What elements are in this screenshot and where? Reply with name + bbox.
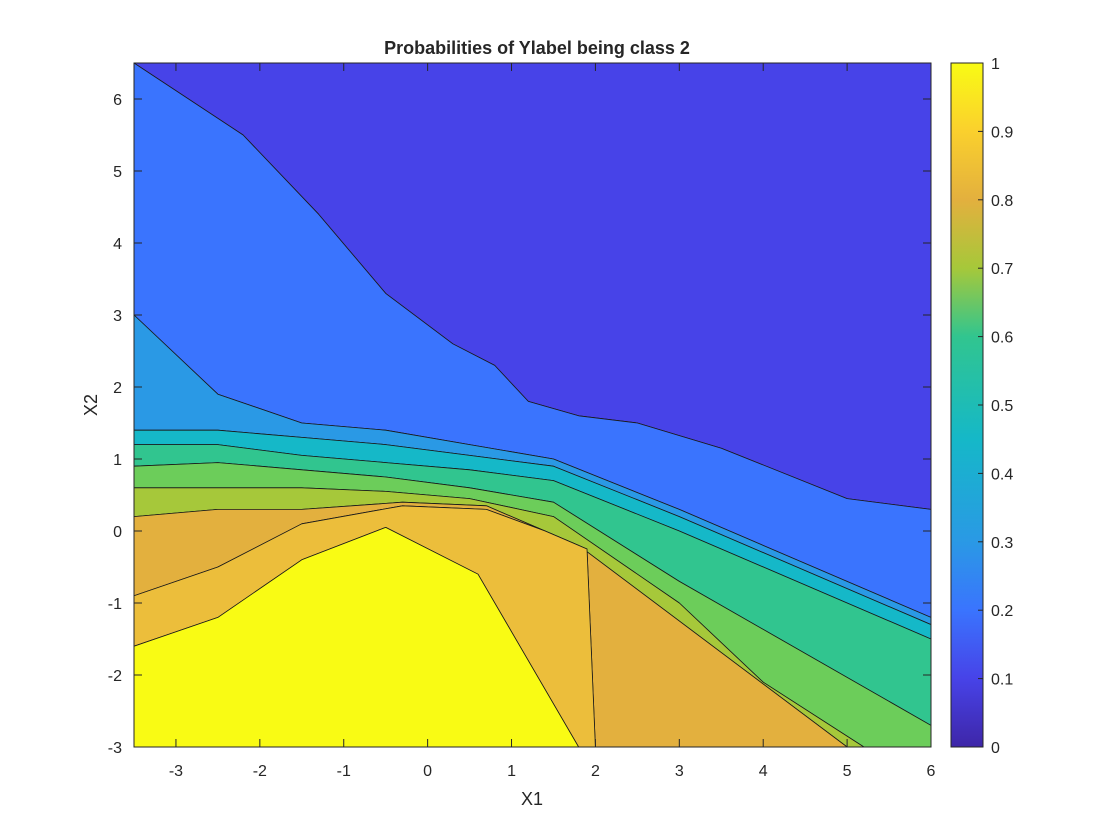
x-tick-label: 4 <box>759 763 768 780</box>
x-tick-label: -2 <box>253 763 267 780</box>
colorbar-tick-label: 0.6 <box>991 330 1013 347</box>
y-tick-label: 0 <box>113 524 122 541</box>
colorbar-tick-label: 1 <box>991 56 1000 73</box>
y-tick-label: -1 <box>108 596 122 613</box>
y-tick-label: 1 <box>113 452 122 469</box>
y-axis-label: X2 <box>81 394 101 416</box>
y-tick-label: -3 <box>108 740 122 757</box>
colorbar-tick-label: 0.9 <box>991 124 1013 141</box>
x-tick-label: 1 <box>507 763 516 780</box>
colorbar-tick-label: 0.1 <box>991 672 1013 689</box>
y-tick-label: 6 <box>113 92 122 109</box>
x-axis: -3 -2 -1 0 1 2 3 4 5 6 <box>169 63 936 780</box>
contour-region-9 <box>134 527 579 747</box>
x-tick-label: 6 <box>927 763 936 780</box>
y-axis: -3 -2 -1 0 1 2 3 4 5 6 <box>108 92 931 757</box>
colorbar-tick-label: 0.7 <box>991 261 1013 278</box>
colorbar-tick-label: 0.3 <box>991 535 1013 552</box>
x-tick-label: -1 <box>337 763 351 780</box>
colorbar-axis: 0 0.1 0.2 0.3 0.4 0.5 0.6 0.7 0.8 0.9 1 <box>978 56 1013 757</box>
colorbar-tick-label: 0.5 <box>991 398 1013 415</box>
colorbar-tick-label: 0.8 <box>991 193 1013 210</box>
x-tick-label: 5 <box>843 763 852 780</box>
y-tick-label: -2 <box>108 668 122 685</box>
x-axis-label: X1 <box>521 789 543 809</box>
y-tick-label: 5 <box>113 164 122 181</box>
colorbar-tick-label: 0 <box>991 740 1000 757</box>
colorbar-tick-label: 0.4 <box>991 466 1013 483</box>
y-tick-label: 2 <box>113 380 122 397</box>
x-tick-label: 3 <box>675 763 684 780</box>
contour-regions <box>134 63 931 747</box>
x-tick-label: 2 <box>591 763 600 780</box>
chart-title: Probabilities of Ylabel being class 2 <box>384 38 690 58</box>
plot-frame <box>133 62 932 748</box>
y-tick-label: 3 <box>113 308 122 325</box>
x-tick-label: -3 <box>169 763 183 780</box>
x-tick-label: 0 <box>423 763 432 780</box>
colorbar <box>950 62 984 748</box>
y-tick-label: 4 <box>113 236 122 253</box>
colorbar-tick-label: 0.2 <box>991 603 1013 620</box>
